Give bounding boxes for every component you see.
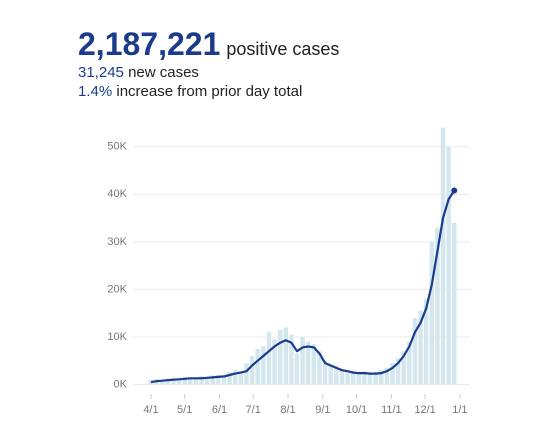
bar <box>367 372 373 385</box>
bar <box>384 367 390 385</box>
bar <box>322 360 328 385</box>
bar <box>435 227 440 385</box>
y-tick-label: 10K <box>107 331 127 343</box>
x-tick-label: 5/1 <box>177 404 192 416</box>
bar <box>159 379 165 385</box>
new-cases: 31,245 <box>78 64 124 81</box>
bar <box>362 371 367 385</box>
bar <box>294 353 300 385</box>
bar <box>334 365 339 385</box>
trend-line <box>150 189 456 384</box>
bar <box>328 364 333 385</box>
headline: 2,187,221 positive cases <box>78 26 339 63</box>
bar <box>407 341 412 385</box>
x-tick-label: 1/1 <box>452 404 467 416</box>
bar <box>356 372 362 385</box>
bar <box>210 375 216 385</box>
bar <box>379 370 384 385</box>
pct-increase: 1.4% <box>78 83 113 100</box>
new-cases-label: new cases <box>128 64 199 81</box>
x-tick-label: 9/1 <box>315 404 330 416</box>
y-tick-label: 50K <box>107 141 127 153</box>
bar <box>401 351 406 385</box>
bar <box>317 351 322 385</box>
y-tick-label: 20K <box>107 283 127 295</box>
new-cases-line: 31,245 new cases <box>78 64 199 81</box>
bar <box>204 377 210 385</box>
total-label: positive cases <box>226 39 340 59</box>
bar <box>277 329 283 385</box>
bar <box>238 371 244 385</box>
bar <box>395 358 401 385</box>
y-tick-label: 0K <box>114 378 128 390</box>
bar <box>249 355 255 385</box>
bar <box>199 375 204 385</box>
bar <box>390 363 395 385</box>
bar <box>345 370 350 385</box>
y-tick-label: 30K <box>107 236 127 248</box>
pct-line: 1.4% increase from prior day total <box>78 83 302 100</box>
bar <box>440 127 446 385</box>
x-tick-label: 7/1 <box>246 404 261 416</box>
bar <box>446 146 451 385</box>
bar <box>261 346 266 385</box>
bar <box>227 372 232 385</box>
bar <box>148 379 154 385</box>
bar <box>188 378 193 385</box>
bar <box>171 377 176 385</box>
bar <box>272 339 277 385</box>
bar <box>373 372 378 385</box>
bar <box>193 377 199 385</box>
bar <box>283 327 289 385</box>
bar <box>216 374 221 385</box>
y-tick-label: 40K <box>107 188 127 200</box>
bar <box>232 370 238 385</box>
x-tick-label: 10/1 <box>346 404 367 416</box>
bar <box>339 369 345 385</box>
bar <box>412 317 418 385</box>
bar <box>300 336 305 385</box>
bar <box>266 332 272 385</box>
bar <box>165 378 171 385</box>
bar <box>255 348 260 385</box>
bar <box>244 363 249 385</box>
x-tick-label: 8/1 <box>280 404 295 416</box>
bar <box>452 222 457 385</box>
bar <box>289 334 294 385</box>
bar <box>350 371 356 385</box>
bar <box>221 375 227 385</box>
x-tick-label: 12/1 <box>414 404 435 416</box>
bar <box>311 344 317 385</box>
total-cases: 2,187,221 <box>78 26 221 62</box>
x-tick-label: 6/1 <box>212 404 227 416</box>
x-tick-label: 11/1 <box>381 404 402 416</box>
x-tick-label: 4/1 <box>143 404 158 416</box>
bar <box>182 376 187 385</box>
bar <box>429 241 435 385</box>
pct-label: increase from prior day total <box>116 83 303 100</box>
bar <box>423 298 429 385</box>
end-point <box>451 187 458 194</box>
bar <box>418 310 423 385</box>
bar <box>176 378 182 385</box>
bar <box>305 341 311 385</box>
